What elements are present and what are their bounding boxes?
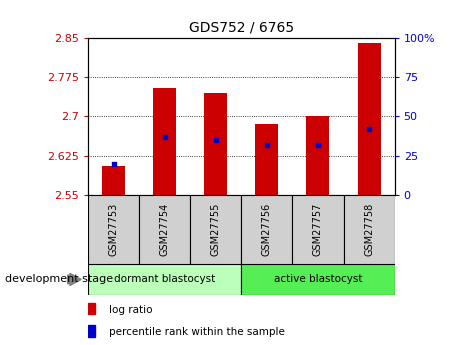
Point [110, 161, 117, 166]
Text: GSM27756: GSM27756 [262, 203, 272, 256]
Bar [153, 88, 176, 195]
Bar [88, 264, 241, 295]
Bar [241, 264, 395, 295]
Point [212, 137, 219, 143]
Bar [190, 195, 241, 264]
Bar [255, 124, 278, 195]
Bar [358, 43, 381, 195]
Text: GSM27757: GSM27757 [313, 203, 323, 256]
Text: GSM27754: GSM27754 [160, 203, 170, 256]
Text: log ratio: log ratio [110, 305, 153, 315]
Bar [204, 93, 227, 195]
Text: GSM27758: GSM27758 [364, 203, 374, 256]
Bar [292, 195, 344, 264]
Point [263, 142, 271, 147]
Bar [102, 166, 125, 195]
Bar [344, 195, 395, 264]
Bar [241, 195, 292, 264]
Point [314, 142, 322, 147]
Text: development stage: development stage [5, 275, 113, 284]
Text: active blastocyst: active blastocyst [274, 275, 362, 284]
Text: GSM27753: GSM27753 [109, 203, 119, 256]
Point [365, 126, 373, 132]
Bar [88, 303, 95, 314]
Text: GSM27755: GSM27755 [211, 203, 221, 256]
Title: GDS752 / 6765: GDS752 / 6765 [189, 20, 294, 34]
Bar [306, 116, 329, 195]
Bar [88, 195, 139, 264]
Bar [88, 325, 95, 337]
Bar [139, 195, 190, 264]
Text: percentile rank within the sample: percentile rank within the sample [110, 327, 285, 337]
Text: dormant blastocyst: dormant blastocyst [114, 275, 215, 284]
Point [161, 134, 168, 140]
